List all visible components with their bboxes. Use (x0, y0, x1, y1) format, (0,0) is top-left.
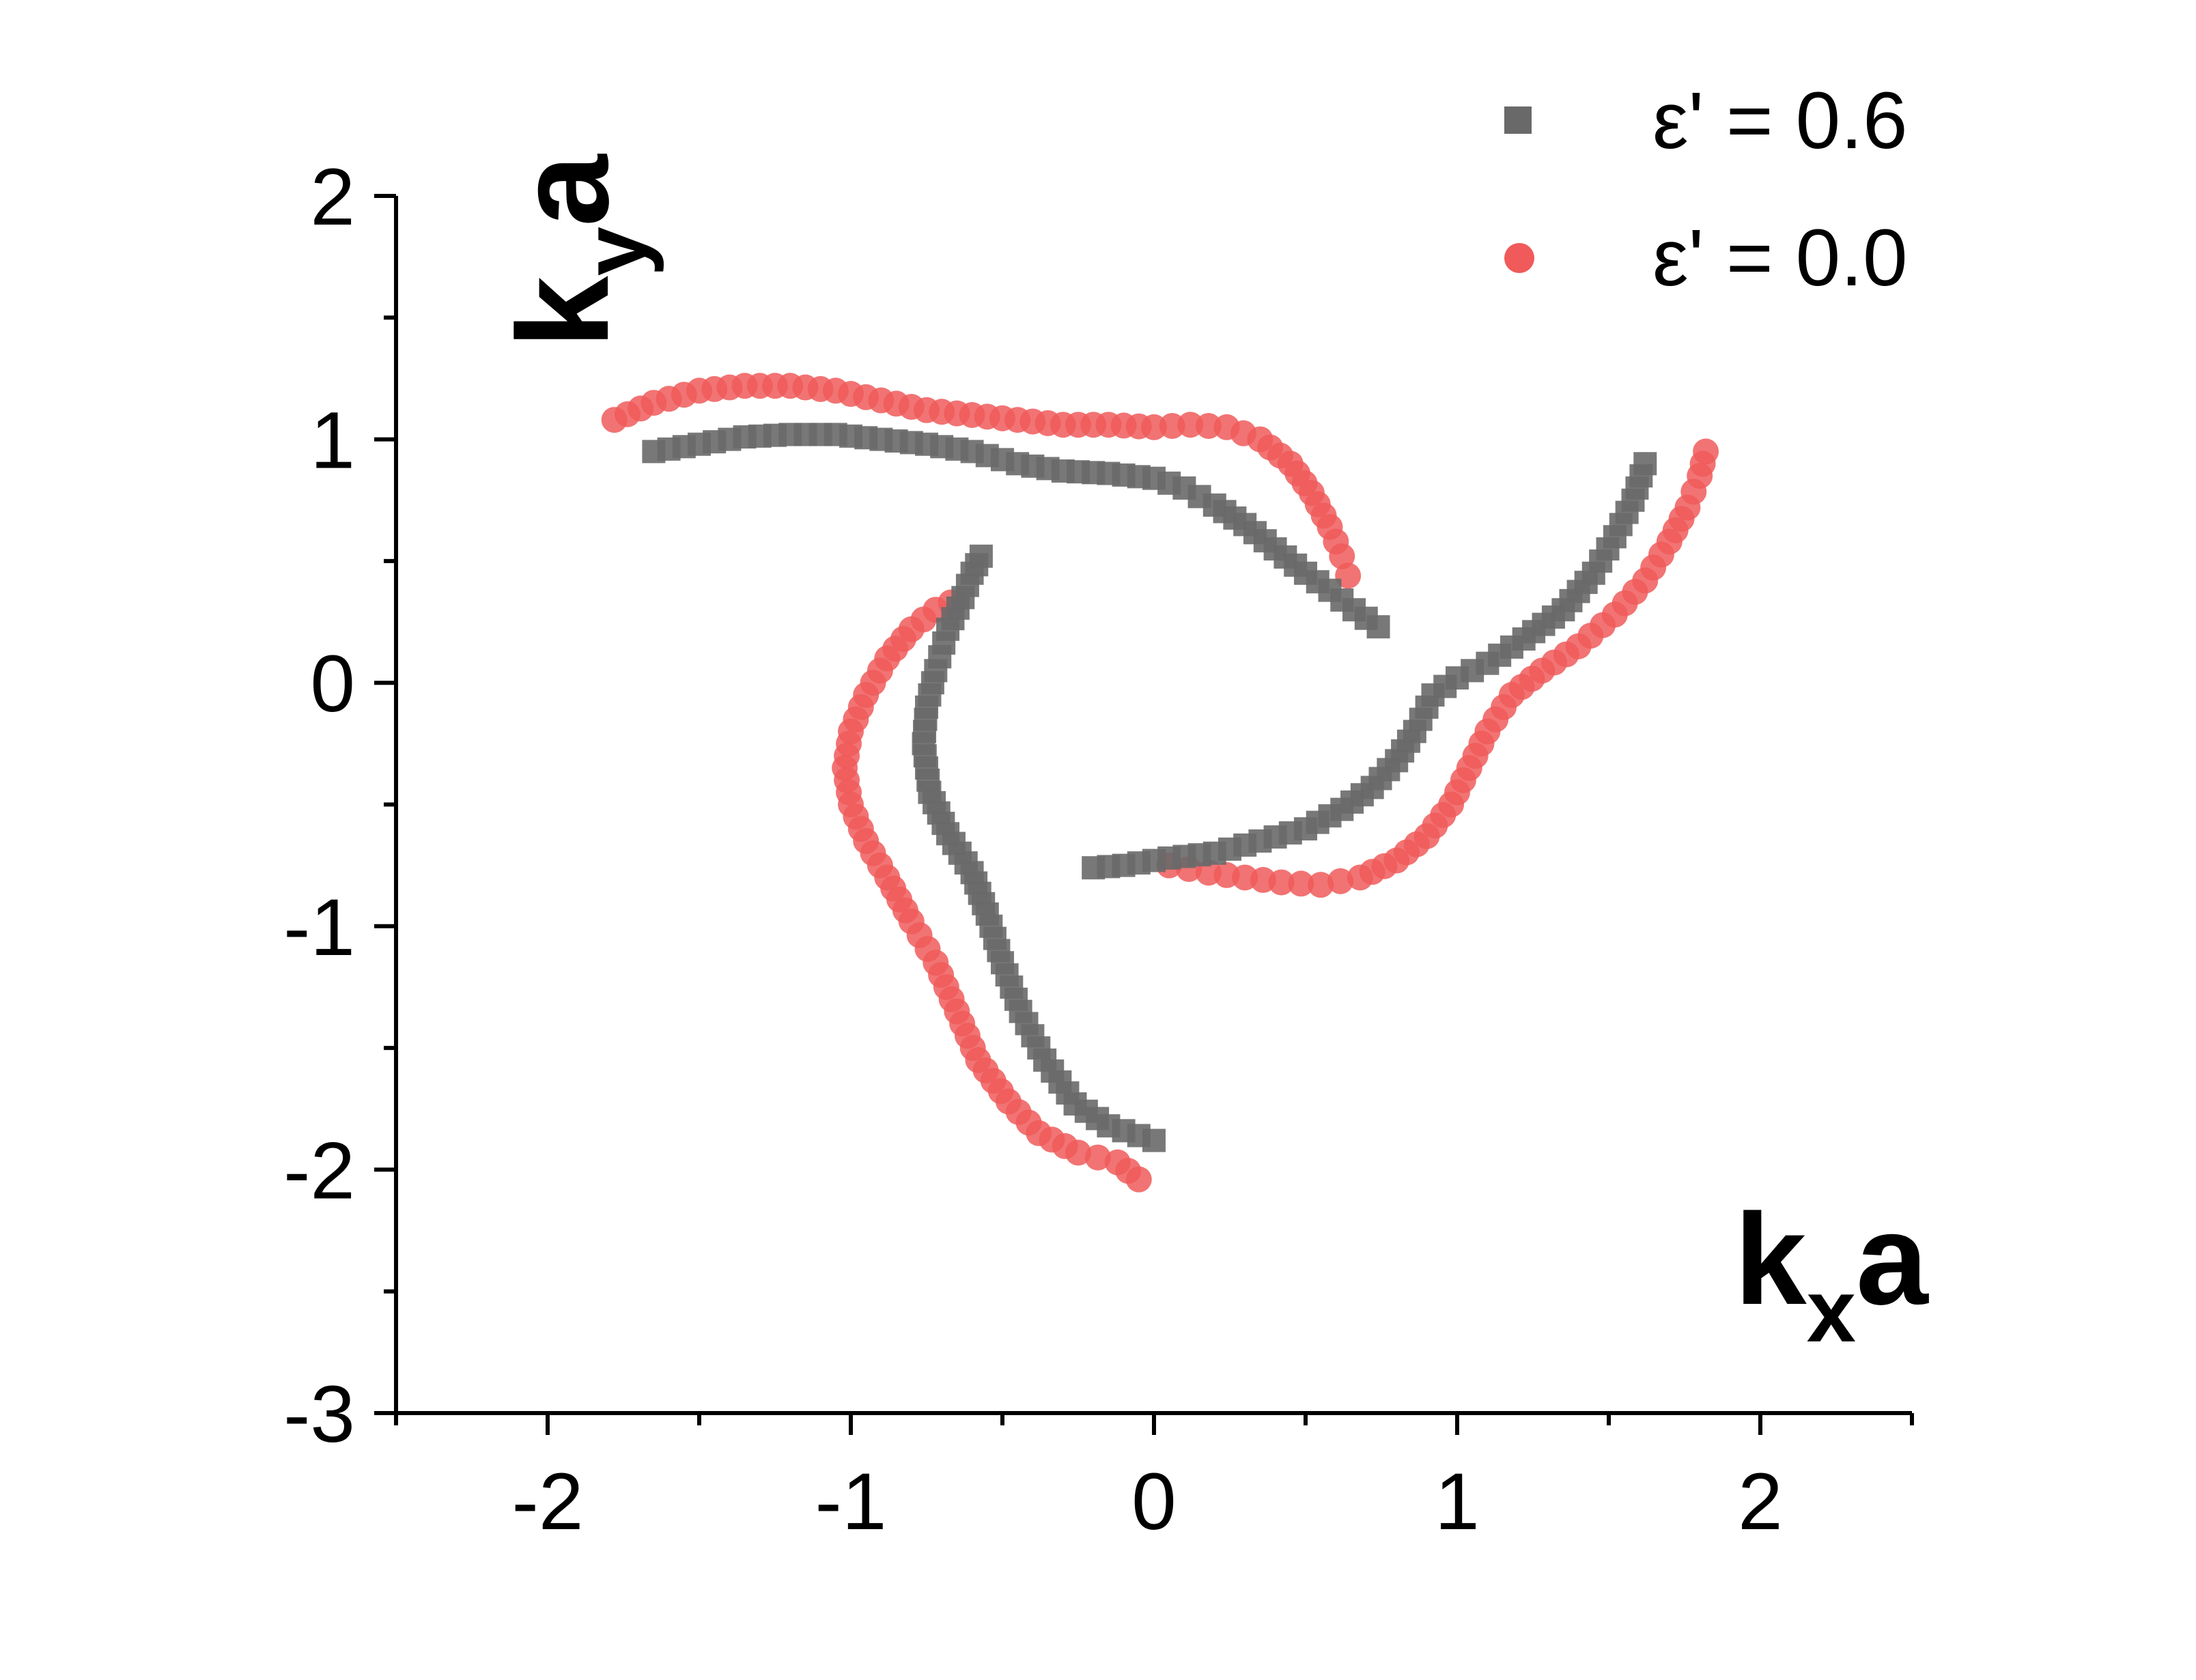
x-tick-label: -1 (815, 1457, 887, 1547)
x-tick-label: -2 (512, 1457, 584, 1547)
series-2-point (1065, 1139, 1091, 1166)
x-axis-title-subscript: x (1807, 1261, 1856, 1361)
series-1-point (1633, 452, 1657, 476)
tick-labels: -2 -1 0 1 2 -3 -2 -1 0 1 2 (283, 152, 1783, 1547)
x-tick-label: 0 (1131, 1457, 1177, 1547)
x-tick-label: 2 (1738, 1457, 1783, 1547)
legend: ε' = 0.6 ε' = 0.0 (1504, 76, 1908, 303)
series-2-point (1327, 868, 1354, 894)
series-2-point (1308, 872, 1334, 898)
series-1-point (1366, 615, 1390, 639)
y-axis-title-subscript: y (565, 227, 664, 276)
y-axis-title-main: k (491, 276, 636, 348)
plot-marks (601, 373, 1719, 1193)
y-tick-label: 0 (310, 639, 355, 729)
series-2-point (1268, 869, 1295, 896)
legend-label-series-1: ε' = 0.6 (1652, 76, 1908, 166)
x-axis-title-suffix: a (1856, 1187, 1929, 1332)
x-axis-title: kxa (1734, 1187, 1929, 1361)
y-axis-title: kya (491, 154, 664, 348)
series-2-point (1329, 543, 1355, 569)
y-tick-label: -1 (283, 883, 355, 973)
y-tick-label: -2 (283, 1126, 355, 1216)
y-tick-label: 1 (310, 396, 355, 486)
series-2-point (1084, 1144, 1111, 1171)
x-tick-label: 1 (1435, 1457, 1480, 1547)
y-axis-title-suffix: a (491, 154, 636, 227)
series-2-point (1693, 438, 1719, 465)
series-2-point (1125, 1166, 1152, 1193)
series-1-point (1142, 1128, 1166, 1152)
series-2-point (1335, 563, 1362, 589)
y-tick-label: -3 (283, 1369, 355, 1460)
legend-marker-series-1 (1504, 106, 1532, 134)
y-tick-label: 2 (310, 152, 355, 242)
legend-marker-series-2 (1504, 243, 1534, 273)
x-axis-title-main: k (1734, 1187, 1807, 1332)
series-2-point (1288, 870, 1314, 897)
legend-label-series-2: ε' = 0.0 (1652, 213, 1908, 303)
axes (374, 194, 1914, 1435)
